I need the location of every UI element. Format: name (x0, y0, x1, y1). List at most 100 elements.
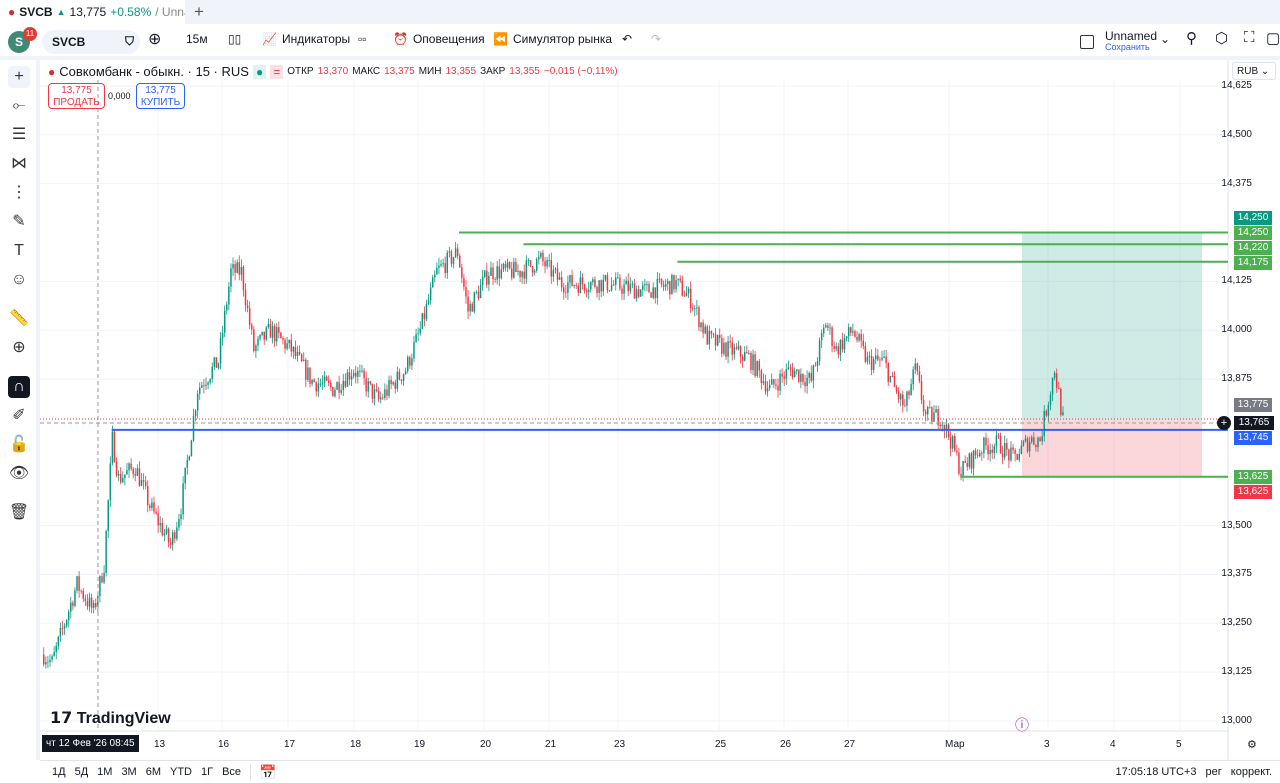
layout-name-button[interactable]: Unnamed Сохранить (1105, 30, 1157, 53)
candle-body (124, 474, 126, 479)
range-1y[interactable]: 1Г (201, 766, 214, 778)
goto-date-icon[interactable]: 📅 (250, 763, 276, 781)
replay-label: Симулятор рынка (512, 32, 613, 46)
trash-icon[interactable]: 🗑 (8, 504, 30, 521)
chart-tab[interactable]: ● SVCB ▲ 13,775 +0.58% / Unname (0, 0, 185, 24)
scale-settings-icon[interactable]: ⚙ (1247, 739, 1257, 751)
candle-body (117, 473, 120, 476)
time-tick: 17 (284, 739, 296, 750)
candle-body (219, 338, 222, 364)
candle-body (130, 463, 132, 469)
pattern-icon[interactable]: ⋈ (11, 155, 27, 172)
templates-icon[interactable]: ▫▫ (358, 32, 367, 46)
candle-body (43, 654, 45, 665)
candle-body (494, 279, 496, 280)
session-button[interactable]: рег (1205, 766, 1222, 778)
range-6m[interactable]: 6М (145, 766, 161, 778)
replay-button[interactable]: ⏪ Симулятор рынка (493, 32, 612, 46)
new-tab-icon[interactable]: + (194, 2, 204, 21)
candle-body (974, 450, 977, 456)
candle-body (918, 371, 921, 382)
price-tick: 14,375 (1221, 177, 1252, 189)
candle-body (342, 380, 345, 390)
layout-square-icon[interactable] (1080, 35, 1094, 49)
candle-body (924, 411, 927, 415)
prediction-icon[interactable]: ⋮ (11, 184, 27, 201)
candle-body (885, 356, 887, 364)
eye-icon[interactable]: 👁 (8, 465, 30, 482)
redo-icon[interactable]: ↷ (651, 32, 662, 46)
price-chart[interactable] (0, 0, 1280, 760)
candle-body (63, 625, 66, 629)
candle-body (519, 270, 521, 278)
fullscreen-icon[interactable]: ⛶ (1244, 29, 1255, 46)
lock-icon[interactable]: 🔓 (9, 436, 29, 453)
candle-body (103, 572, 105, 583)
undo-icon[interactable]: ↶ (622, 32, 633, 46)
candle-body (348, 372, 351, 380)
add-order-plus-icon[interactable]: + (1217, 416, 1231, 430)
currency-button[interactable]: RUB ⌄ (1232, 62, 1276, 80)
crosshair-icon[interactable]: + (8, 66, 30, 88)
ruler-icon[interactable]: 📏 (9, 310, 29, 327)
range-all[interactable]: Все (222, 766, 242, 778)
bottom-toolbar: 1Д 5Д 1М 3М 6М YTD 1Г Все 📅 17:05:18 UTC… (40, 760, 1280, 783)
chevron-down-icon[interactable]: ⌄ (1160, 32, 1171, 46)
range-3m[interactable]: 3М (121, 766, 137, 778)
trendline-icon[interactable]: ⟜ (12, 97, 26, 114)
candle-body (421, 313, 424, 329)
candle-body (109, 463, 112, 501)
interval-button[interactable]: 15м (186, 32, 208, 46)
candle-body (552, 269, 555, 277)
candle-body (384, 389, 386, 399)
range-5d[interactable]: 5Д (74, 766, 89, 778)
buy-button[interactable]: 13,775 КУПИТЬ (136, 83, 185, 109)
adjustment-button[interactable]: коррект. (1230, 766, 1272, 778)
candle-body (334, 389, 336, 397)
lock-drawing-icon[interactable]: ✐ (12, 407, 26, 424)
lightning-icon[interactable]: ⓘ (1015, 717, 1029, 733)
sell-button[interactable]: 13,775 ПРОДАТЬ (48, 83, 105, 109)
candle-body (174, 532, 176, 539)
magnet-icon[interactable]: ∩ (8, 376, 30, 398)
quick-search-icon[interactable]: ⚲ (1186, 30, 1197, 47)
candle-body (300, 354, 303, 362)
candle-body (273, 326, 276, 342)
candle-body (845, 336, 848, 339)
settings-icon[interactable]: ⬡ (1215, 30, 1229, 47)
range-1m[interactable]: 1М (97, 766, 113, 778)
symbol-search[interactable]: SVCB ⛉ (42, 30, 140, 54)
time-tick: 18 (350, 739, 362, 750)
compare-plus-icon[interactable]: ⊕ (148, 31, 162, 48)
range-ytd[interactable]: YTD (170, 766, 192, 778)
profit-zone (1022, 232, 1202, 421)
time-tick: 4 (1110, 739, 1116, 750)
candle-body (288, 339, 290, 344)
brush-icon[interactable]: ✎ (12, 213, 26, 230)
zoom-in-icon[interactable]: ⊕ (12, 339, 26, 356)
save-label: Сохранить (1105, 42, 1150, 52)
visibility-icon[interactable]: = (270, 64, 284, 79)
range-1d[interactable]: 1Д (52, 766, 66, 778)
candle-body (816, 361, 819, 366)
candle-body (968, 453, 971, 467)
candle-body (49, 659, 51, 662)
candle-body (203, 385, 205, 387)
candles-icon[interactable]: ▯▯ (228, 32, 242, 46)
candle-body (242, 266, 245, 291)
indicators-button[interactable]: 📈 Индикаторы (262, 32, 350, 46)
candle-body (182, 483, 184, 515)
candle-body (906, 391, 908, 406)
text-icon[interactable]: T (14, 242, 24, 259)
candle-body (475, 291, 478, 293)
clock: 17:05:18 UTC+3 (1115, 766, 1197, 778)
fib-icon[interactable]: ☰ (11, 126, 27, 143)
candle-body (392, 382, 394, 385)
candle-body (99, 576, 101, 597)
candle-body (253, 329, 255, 352)
candle-body (760, 370, 763, 383)
snapshot-icon[interactable]: ▢ (1266, 30, 1280, 47)
emoji-icon[interactable]: ☺ (10, 271, 28, 288)
alerts-button[interactable]: ⏰ Оповещения (393, 32, 485, 46)
candle-body (1008, 449, 1010, 461)
